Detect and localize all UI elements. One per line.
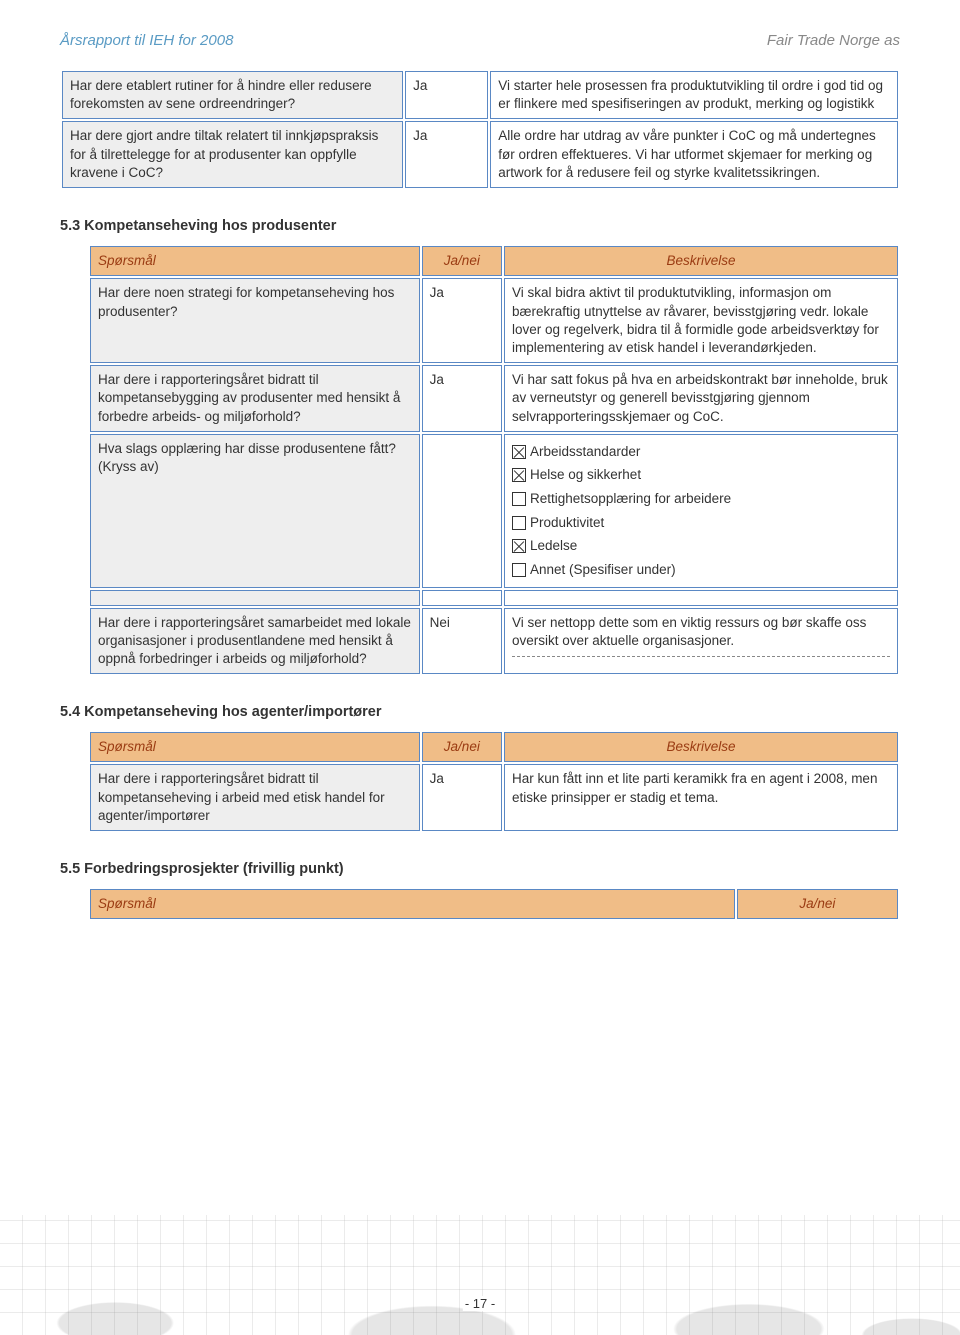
col-header-answer: Ja/nei [422,732,502,762]
checkbox-icon [512,539,526,553]
table-row-blank [90,590,898,606]
question-cell: Har dere i rapporteringsåret bidratt til… [90,365,420,432]
checkbox-item: Helse og sikkerhet [512,463,890,487]
desc-cell: Har kun fått inn et lite parti keramikk … [504,764,898,831]
answer-cell [422,434,502,588]
checkbox-icon [512,563,526,577]
checkbox-label: Produktivitet [530,511,604,535]
answer-cell: Ja [405,71,488,119]
checkbox-icon [512,516,526,530]
table-5-5: Spørsmål Ja/nei [88,887,900,921]
checkbox-icon [512,492,526,506]
section-5-3-title: 5.3 Kompetanseheving hos produsenter [60,218,900,234]
answer-cell: Ja [422,764,502,831]
checkbox-item: Arbeidsstandarder [512,440,890,464]
checkbox-item: Ledelse [512,534,890,558]
col-header-answer: Ja/nei [737,889,898,919]
question-cell: Har dere i rapporteringsåret bidratt til… [90,764,420,831]
col-header-desc: Beskrivelse [504,732,898,762]
question-cell: Har dere noen strategi for kompetansehev… [90,278,420,363]
table-row-checkboxes: Hva slags opplæring har disse produsente… [90,434,898,588]
table-header-row: Spørsmål Ja/nei Beskrivelse [90,732,898,762]
table-row: Har dere i rapporteringsåret samarbeidet… [90,608,898,675]
table-top: Har dere etablert rutiner for å hindre e… [60,69,900,190]
answer-cell: Ja [422,365,502,432]
table-5-4: Spørsmål Ja/nei Beskrivelse Har dere i r… [88,730,900,833]
table-header-row: Spørsmål Ja/nei [90,889,898,919]
col-header-question: Spørsmål [90,889,735,919]
checkbox-label: Ledelse [530,534,577,558]
checkbox-item: Annet (Spesifiser under) [512,558,890,582]
table-row: Har dere i rapporteringsåret bidratt til… [90,365,898,432]
col-header-question: Spørsmål [90,732,420,762]
table-5-3: Spørsmål Ja/nei Beskrivelse Har dere noe… [88,244,900,676]
page-number: - 17 - [463,1296,497,1311]
checkbox-icon [512,468,526,482]
col-header-answer: Ja/nei [422,246,502,276]
desc-text: Vi ser nettopp dette som en viktig ressu… [512,615,866,648]
col-header-desc: Beskrivelse [504,246,898,276]
checkbox-label: Arbeidsstandarder [530,440,640,464]
answer-cell: Ja [422,278,502,363]
question-cell: Har dere etablert rutiner for å hindre e… [62,71,403,119]
checkbox-list: ArbeidsstandarderHelse og sikkerhetRetti… [512,440,890,582]
footer-background-map [0,1215,960,1335]
table-row: Har dere i rapporteringsåret bidratt til… [90,764,898,831]
section-5-4-title: 5.4 Kompetanseheving hos agenter/importø… [60,704,900,720]
section-5-5-title: 5.5 Forbedringsprosjekter (frivillig pun… [60,861,900,877]
question-cell: Hva slags opplæring har disse produsente… [90,434,420,588]
page-header: Årsrapport til IEH for 2008 Fair Trade N… [60,32,900,49]
checkbox-label: Rettighetsopplæring for arbeidere [530,487,731,511]
desc-cell: Vi skal bidra aktivt til produktutviklin… [504,278,898,363]
desc-cell: ArbeidsstandarderHelse og sikkerhetRetti… [504,434,898,588]
table-row: Har dere etablert rutiner for å hindre e… [62,71,898,119]
header-right: Fair Trade Norge as [767,32,900,49]
checkbox-item: Rettighetsopplæring for arbeidere [512,487,890,511]
question-cell: Har dere i rapporteringsåret samarbeidet… [90,608,420,675]
answer-cell: Ja [405,121,488,188]
checkbox-item: Produktivitet [512,511,890,535]
checkbox-icon [512,445,526,459]
table-header-row: Spørsmål Ja/nei Beskrivelse [90,246,898,276]
table-row: Har dere noen strategi for kompetansehev… [90,278,898,363]
answer-cell: Nei [422,608,502,675]
question-cell: Har dere gjort andre tiltak relatert til… [62,121,403,188]
dashed-divider [512,656,890,657]
checkbox-label: Helse og sikkerhet [530,463,641,487]
desc-cell: Alle ordre har utdrag av våre punkter i … [490,121,898,188]
table-row: Har dere gjort andre tiltak relatert til… [62,121,898,188]
header-left: Årsrapport til IEH for 2008 [60,32,233,49]
desc-cell: Vi starter hele prosessen fra produktutv… [490,71,898,119]
col-header-question: Spørsmål [90,246,420,276]
checkbox-label: Annet (Spesifiser under) [530,558,676,582]
desc-cell: Vi har satt fokus på hva en arbeidskontr… [504,365,898,432]
desc-cell: Vi ser nettopp dette som en viktig ressu… [504,608,898,675]
